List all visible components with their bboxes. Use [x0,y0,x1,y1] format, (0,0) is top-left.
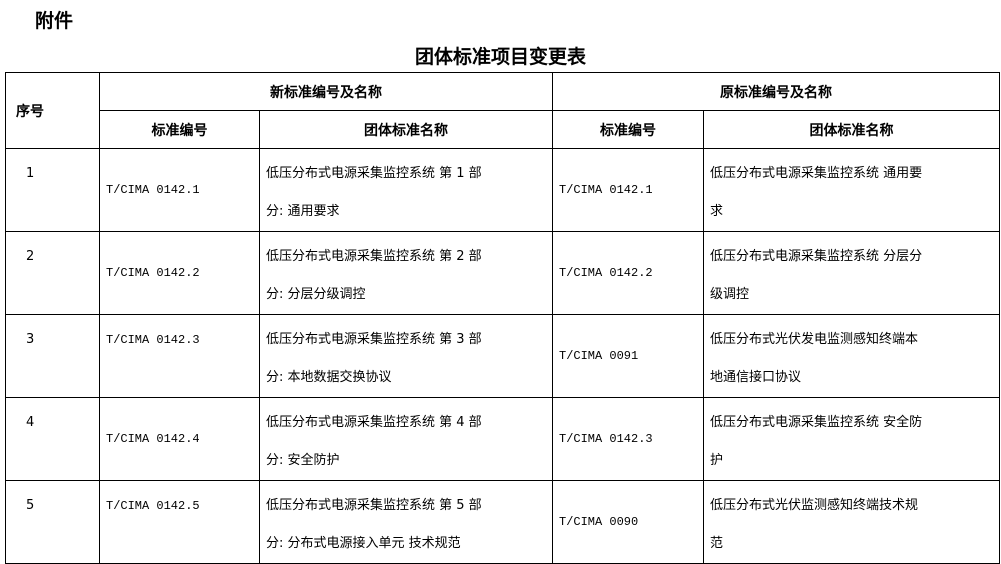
old-name-cell: 低压分布式光伏发电监测感知终端本 地通信接口协议 [703,314,1000,398]
table-row: 2 T/CIMA 0142.2 低压分布式电源采集监控系统 第 2 部分: 分层… [5,231,1000,315]
text-line: 低压分布式光伏监测感知终端技术规 [710,498,919,513]
seq-cell: 4 [5,397,100,481]
header-new-code: 标准编号 [99,110,260,149]
new-code-cell: T/CIMA 0142.2 [99,231,260,315]
text-line: 分: 分布式电源接入单元 技术规范 [266,536,461,551]
text-line: 求 [710,204,724,219]
text-line: 分: 安全防护 [266,453,340,468]
seq-cell: 2 [5,231,100,315]
seq-cell: 3 [5,314,100,398]
text-line: 低压分布式电源采集监控系统 第 3 部 [266,332,482,347]
attachment-label: 附件 [35,10,74,32]
new-name-cell: 低压分布式电源采集监控系统 第 5 部分: 分布式电源接入单元 技术规范 [259,480,553,564]
text-line: 分: 通用要求 [266,204,340,219]
old-name-cell: 低压分布式电源采集监控系统 分层分 级调控 [703,231,1000,315]
text-line: 低压分布式电源采集监控系统 第 4 部 [266,415,482,430]
new-code-cell: T/CIMA 0142.5 [99,480,260,564]
old-code-cell: T/CIMA 0090 [552,480,704,564]
old-name-cell: 低压分布式电源采集监控系统 安全防护 [703,397,1000,481]
header-old-name: 团体标准名称 [703,110,1000,149]
header-seq: 序号 [5,72,100,149]
old-name-cell: 低压分布式电源采集监控系统 通用要求 [703,148,1000,232]
header-new-name: 团体标准名称 [259,110,553,149]
seq-cell: 5 [5,480,100,564]
table-row: 5 T/CIMA 0142.5 低压分布式电源采集监控系统 第 5 部分: 分布… [5,480,1000,564]
old-code-cell: T/CIMA 0091 [552,314,704,398]
old-code-cell: T/CIMA 0142.2 [552,231,704,315]
table-row: 4 T/CIMA 0142.4 低压分布式电源采集监控系统 第 4 部分: 安全… [5,397,1000,481]
header-new-group: 新标准编号及名称 [99,72,553,111]
document-title: 团体标准项目变更表 [414,46,586,68]
seq-cell: 1 [5,148,100,232]
new-name-cell: 低压分布式电源采集监控系统 第 4 部分: 安全防护 [259,397,553,481]
text-line: 低压分布式光伏发电监测感知终端本 [710,332,919,347]
text-line: 低压分布式电源采集监控系统 通用要 [710,166,923,181]
text-line: 地通信接口协议 [710,370,802,385]
text-line: 低压分布式电源采集监控系统 第 2 部 [266,249,482,264]
new-name-cell: 低压分布式电源采集监控系统 第 2 部分: 分层分级调控 [259,231,553,315]
standards-change-table: 序号 新标准编号及名称 原标准编号及名称 标准编号 团体标准名称 标准编号 团体… [5,72,1000,564]
old-code-cell: T/CIMA 0142.3 [552,397,704,481]
table-row: 3 T/CIMA 0142.3 低压分布式电源采集监控系统 第 3 部分: 本地… [5,314,1000,398]
table-row: 1 T/CIMA 0142.1 低压分布式电源采集监控系统 第 1 部分: 通用… [5,148,1000,232]
text-line: 低压分布式电源采集监控系统 第 1 部 [266,166,482,181]
header-old-code: 标准编号 [552,110,704,149]
new-code-cell: T/CIMA 0142.3 [99,314,260,398]
old-name-cell: 低压分布式光伏监测感知终端技术规范 [703,480,1000,564]
new-code-cell: T/CIMA 0142.1 [99,148,260,232]
header-old-group: 原标准编号及名称 [552,72,1000,111]
new-code-cell: T/CIMA 0142.4 [99,397,260,481]
new-name-cell: 低压分布式电源采集监控系统 第 3 部分: 本地数据交换协议 [259,314,553,398]
text-line: 分: 本地数据交换协议 [266,370,392,385]
new-name-cell: 低压分布式电源采集监控系统 第 1 部分: 通用要求 [259,148,553,232]
text-line: 分: 分层分级调控 [266,287,366,302]
text-line: 低压分布式电源采集监控系统 第 5 部 [266,498,482,513]
text-line: 级调控 [710,287,750,302]
old-code-cell: T/CIMA 0142.1 [552,148,704,232]
text-line: 护 [710,453,724,468]
text-line: 低压分布式电源采集监控系统 安全防 [710,415,923,430]
text-line: 低压分布式电源采集监控系统 分层分 [710,249,923,264]
text-line: 范 [710,536,724,551]
